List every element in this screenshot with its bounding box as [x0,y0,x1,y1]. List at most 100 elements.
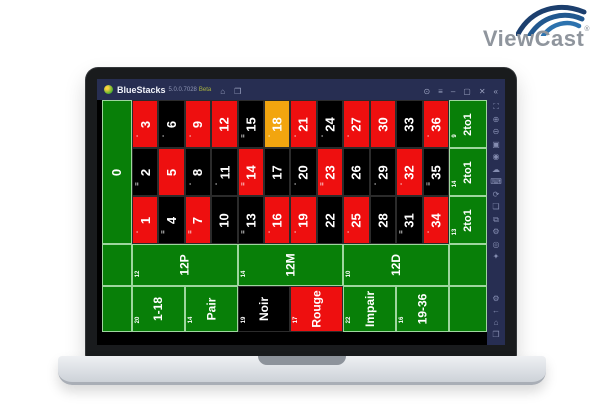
roulette-table-area: 0 3-6-9-12 15 = 18-21-24-27-30 33 36-2 = 5 8-11-1… [97,100,487,345]
bet-cell-35[interactable]: 35 ≡ [422,148,449,196]
bet-cell-1-18-label: 1-18 [151,296,166,322]
bet-cell-3-corner-mark: - [135,135,141,137]
empty-cell-right-dozens[interactable] [448,244,487,286]
bet-cell-1[interactable]: 1- [132,196,159,244]
bet-cell-12M[interactable]: 12M 14 [237,244,344,286]
fullscreen-icon[interactable]: ⛶ [493,102,499,111]
bet-cell-12P[interactable]: 12P 12 [132,244,238,286]
bet-cell-1-label: 1 [137,216,153,224]
bet-cell-3[interactable]: 3- [132,100,159,148]
volume-up-icon[interactable]: ⊕ [492,114,500,124]
record-icon[interactable]: ◉ [492,152,500,161]
empty-cell-left-outside[interactable] [102,286,132,332]
bet-cell-12D[interactable]: 12D 10 [343,244,449,286]
close-icon[interactable]: ✕ [478,86,486,96]
home-nav-icon[interactable]: ⌂ [493,318,499,327]
bet-cell-5[interactable]: 5 [158,148,185,196]
bet-cell-16[interactable]: 16- [264,196,291,244]
bet-cell-23-label: 23 [322,164,338,180]
settings-gear-icon[interactable]: ⚙ [492,294,500,303]
volume-down-icon[interactable]: ⊖ [492,127,500,136]
bet-cell-1-18-corner-mark: 20 [135,316,141,324]
bet-cell-impair[interactable]: Impair 22 [343,286,397,332]
bet-cell-29[interactable]: 29- [369,148,397,196]
bet-cell-28[interactable]: 28 [369,196,397,244]
bluestacks-logo-icon [104,85,113,94]
recents-icon[interactable]: ❐ [492,330,500,339]
bet-cell-19[interactable]: 19- [290,196,317,244]
bet-cell-27[interactable]: 27- [343,100,370,148]
bet-cell-2to1-row1[interactable]: 2to1 9 [448,100,487,148]
empty-cell-right-outside[interactable] [448,286,487,332]
bet-cell-22-label: 22 [322,212,338,228]
bet-cell-19-36[interactable]: 19-36 16 [396,286,449,332]
bet-cell-27-label: 27 [349,116,365,132]
bet-cell-12P-label: 12P [177,254,192,276]
bet-cell-8[interactable]: 8- [184,148,212,196]
copy-icon[interactable]: ⧉ [493,214,499,224]
screenshot-icon[interactable]: ▣ [492,139,500,149]
bet-cell-12[interactable]: 12 [211,100,238,148]
maximize-icon[interactable]: ▢ [463,86,471,96]
more-icon[interactable]: ✦ [492,252,500,261]
collapse-toolbar-icon[interactable]: « [493,86,498,96]
bet-cell-25[interactable]: 25- [343,196,370,244]
bet-cell-23[interactable]: 23 = [316,148,344,196]
bet-cell-31[interactable]: 31 = [396,196,423,244]
bet-cell-pair[interactable]: Pair 14 [184,286,238,332]
bet-cell-30[interactable]: 30 [369,100,397,148]
bet-cell-12M-label: 12M [283,253,298,277]
bet-cell-26[interactable]: 26 [343,148,370,196]
bet-cell-13[interactable]: 13 = [237,196,265,244]
bet-cell-18[interactable]: 18- [264,100,291,148]
bet-cell-10-label: 10 [216,212,232,228]
rotate-icon[interactable]: ⟳ [492,189,500,199]
bet-cell-pair-label: Pair [204,297,219,321]
multi-instance-icon[interactable]: ❏ [492,202,500,211]
empty-cell-left-dozens[interactable] [102,244,132,286]
minimize-icon[interactable]: – [450,86,456,96]
bet-cell-14[interactable]: 14 = [237,148,265,196]
keyboard-icon[interactable]: ⌨ [490,177,502,186]
bet-cell-2to1-row2[interactable]: 2to1 14 [448,148,487,196]
bet-cell-rouge[interactable]: Rouge 17 [290,286,344,332]
bet-cell-32[interactable]: 32- [396,148,423,196]
back-icon[interactable]: ← [492,306,500,315]
boot-options-icon[interactable]: ⊙ [423,86,431,96]
menu-icon[interactable]: ≡ [438,86,443,96]
bet-cell-9[interactable]: 9- [184,100,212,148]
bet-cell-26-label: 26 [349,164,365,180]
bet-cell-20[interactable]: 20- [290,148,317,196]
bet-cell-0[interactable]: 0 [102,100,132,244]
install-apk-icon[interactable]: ❒ [234,86,242,96]
bet-cell-12M-corner-mark: 14 [240,270,247,278]
bet-cell-noir[interactable]: Noir 19 [237,286,291,332]
bet-cell-1-18[interactable]: 1-18 20 [132,286,185,332]
bet-cell-10[interactable]: 10 [211,196,238,244]
bet-cell-24[interactable]: 24- [316,100,344,148]
bet-cell-17[interactable]: 17 [264,148,291,196]
bet-cell-15[interactable]: 15 = [237,100,265,148]
bet-cell-7[interactable]: 7 = [184,196,212,244]
bet-cell-4[interactable]: 4 = [158,196,185,244]
bet-cell-21[interactable]: 21- [290,100,317,148]
titlebar-window-controls: ⊙ ≡ – ▢ ✕ « [415,81,498,99]
bet-cell-22[interactable]: 22 [316,196,344,244]
roulette-table: 0 3-6-9-12 15 = 18-21-24-27-30 33 36-2 = 5 8-11-1… [102,100,487,332]
bet-cell-11[interactable]: 11- [211,148,238,196]
bet-cell-33[interactable]: 33 [396,100,423,148]
macro-icon[interactable]: ◎ [492,239,500,249]
bet-cell-impair-label: Impair [362,290,377,328]
settings-icon[interactable]: ⚙ [492,227,500,236]
home-icon[interactable]: ⌂ [220,86,226,96]
cloud-icon[interactable]: ☁ [492,164,500,174]
bet-cell-2[interactable]: 2 = [132,148,159,196]
bet-cell-6[interactable]: 6- [158,100,185,148]
bet-cell-2to1-row3[interactable]: 2to1 13 [448,196,487,244]
bet-cell-noir-label: Noir [257,297,272,321]
window-title: BlueStacks [117,84,166,95]
bet-cell-34[interactable]: 34- [422,196,449,244]
bet-cell-36[interactable]: 36- [422,100,449,148]
bet-cell-33-label: 33 [401,116,417,132]
laptop-lid-notch [258,356,346,365]
